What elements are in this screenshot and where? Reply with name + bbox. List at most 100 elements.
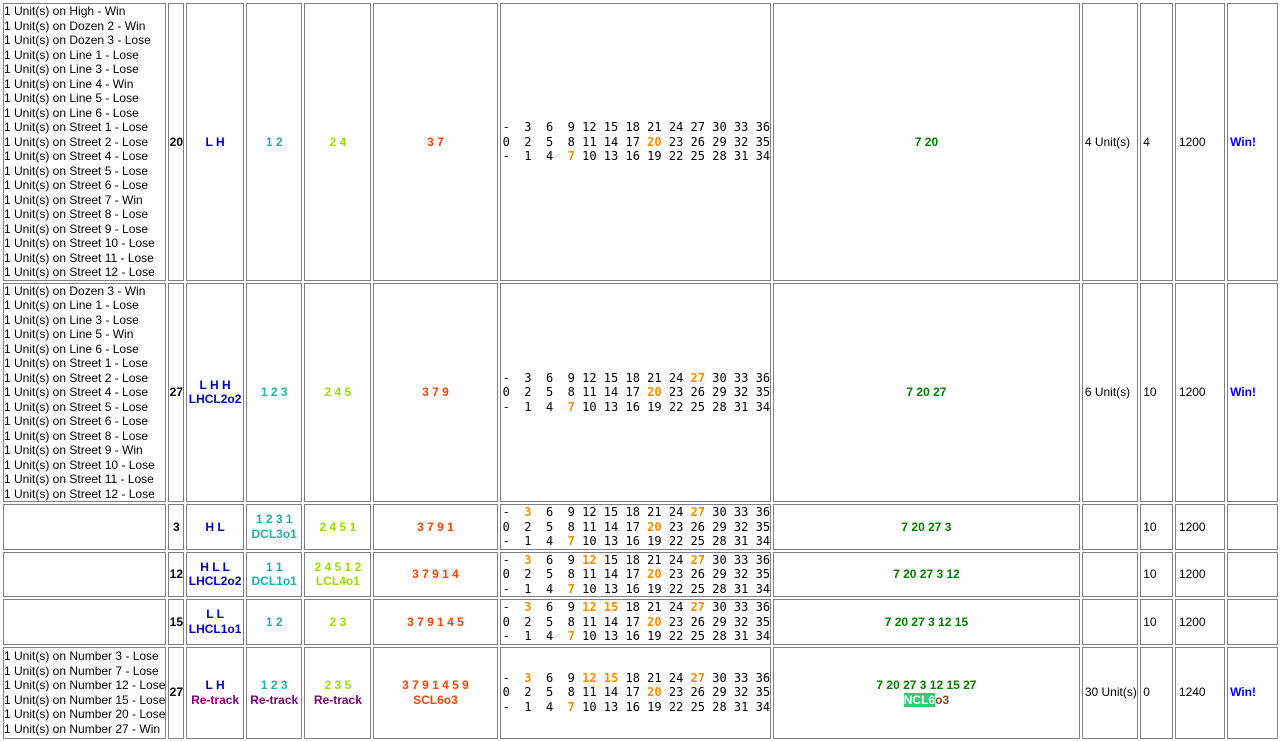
bet-line: 1 Unit(s) on Street 5 - Lose (4, 399, 149, 414)
high-low-value: L H H (199, 377, 231, 392)
grid-number: 3 (524, 370, 532, 385)
grid-number: 19 (647, 534, 662, 548)
dozen-pattern: DCL1o1 (251, 574, 297, 589)
bet-size-cell: 6 Unit(s) (1081, 282, 1139, 502)
grid-number: 30 (712, 120, 727, 134)
line-pattern: Re-track (313, 692, 362, 707)
grid-number: 17 (625, 685, 640, 700)
grid-number: 11 (582, 519, 597, 534)
grid-number: 9 (567, 670, 575, 685)
grid-number: 0 (502, 685, 510, 700)
grid-number: 35 (755, 519, 771, 534)
grid-number: - (502, 505, 510, 519)
pattern-rest: o3 (935, 692, 950, 707)
grid-number: 11 (582, 567, 597, 581)
units-cell: 4 (1140, 3, 1173, 281)
grid-number: 17 (625, 614, 640, 629)
dozen-value: 1 2 3 1 (255, 512, 293, 527)
bet-line: 1 Unit(s) on Street 2 - Lose (4, 134, 149, 149)
grid-number: 36 (755, 670, 771, 685)
grid-number: 32 (733, 134, 749, 149)
grid-number: 1 (524, 699, 532, 714)
bet-line: 1 Unit(s) on High - Win (4, 4, 126, 18)
history-value: 7 20 27 (906, 385, 947, 399)
grid-number: 15 (603, 120, 619, 134)
grid-number: 14 (603, 614, 619, 629)
grid-number: 8 (567, 614, 575, 629)
grid-number: 22 (668, 534, 684, 548)
grid-number: 9 (567, 552, 575, 567)
bet-size-cell (1081, 551, 1139, 597)
bet-line: 1 Unit(s) on Line 3 - Lose (4, 62, 139, 76)
grid-number: 18 (625, 552, 640, 567)
grid-number: 7 (567, 581, 575, 596)
bankroll-cell: 1200 (1174, 3, 1226, 281)
bets-cell (3, 551, 167, 597)
bet-line: 1 Unit(s) on Street 6 - Lose (4, 178, 149, 192)
line-value: 2 3 5 (324, 678, 352, 692)
grid-number: 31 (733, 699, 749, 714)
grid-number: 22 (668, 149, 684, 163)
number-grid-row: - 1 4 7 10 13 16 19 22 25 28 31 34 (503, 534, 770, 549)
grid-number: 10 (582, 149, 597, 163)
grid-number: 16 (625, 699, 640, 714)
grid-number: 7 (567, 399, 575, 414)
spin-number-cell: 27 (168, 282, 185, 502)
line-cell: 2 3 (304, 599, 372, 645)
grid-number: 26 (690, 614, 705, 629)
grid-number: 36 (755, 552, 771, 567)
line-value: 2 4 5 1 (319, 519, 357, 534)
spin-row: 1 Unit(s) on Number 3 - Lose 1 Unit(s) on… (3, 646, 1278, 739)
bankroll-value: 1200 (1178, 134, 1206, 149)
grid-number: - (502, 534, 510, 548)
dozen-value: 1 2 3 (260, 678, 288, 692)
bet-line: 1 Unit(s) on Dozen 3 - Lose (4, 33, 151, 47)
grid-number: 6 (545, 505, 554, 519)
grid-number: 24 (668, 552, 684, 567)
grid-number: 6 (545, 600, 554, 614)
spin-number: 27 (169, 385, 184, 399)
number-grid-row: 0 2 5 8 11 14 17 20 23 26 29 32 35 (503, 135, 770, 150)
grid-number: 16 (625, 149, 640, 163)
history-cell: 7 20 27 3 12 15 (773, 599, 1080, 645)
number-grid-row: 0 2 5 8 11 14 17 20 23 26 29 32 35 (503, 685, 770, 700)
high-low-value: L H (205, 134, 225, 149)
high-low-pattern: LHCL2o2 (188, 574, 242, 589)
bet-size: 30 Unit(s) (1084, 685, 1137, 700)
spin-number-cell: 27 (168, 646, 185, 739)
grid-number: 15 (603, 670, 619, 685)
grid-number: 22 (668, 699, 684, 714)
units-value: 10 (1143, 519, 1157, 534)
line-value: 2 4 5 1 2 (314, 559, 362, 574)
number-grid-row: - 3 6 9 12 15 18 21 24 27 30 33 36 (503, 600, 770, 615)
grid-number: 2 (524, 685, 532, 700)
grid-number: 32 (733, 385, 749, 399)
grid-number: 26 (690, 385, 705, 399)
high-low-pattern: LHCL2o2 (188, 392, 242, 407)
grid-number: 20 (647, 385, 662, 399)
grid-number: 35 (755, 614, 771, 629)
grid-number: 14 (603, 519, 619, 534)
street-cell: 3 7 9 1 4 5 (373, 599, 498, 645)
grid-number: 2 (524, 519, 532, 534)
number-grid-cell: - 3 6 9 12 15 18 21 24 27 30 33 36 0 2 5 … (499, 3, 772, 281)
grid-number: 19 (647, 149, 662, 163)
grid-number: 29 (712, 385, 727, 399)
bet-line: 1 Unit(s) on Street 1 - Lose (4, 356, 149, 370)
grid-number: 10 (582, 534, 597, 548)
grid-number: 3 (524, 670, 532, 685)
grid-number: 18 (625, 600, 640, 614)
grid-number: 32 (733, 519, 749, 534)
grid-number: 29 (712, 614, 727, 629)
grid-number: 29 (712, 685, 727, 700)
result-cell (1227, 551, 1278, 597)
grid-number: 26 (690, 685, 705, 700)
bet-line: 1 Unit(s) on Street 4 - Lose (4, 149, 149, 163)
grid-number: 23 (668, 385, 684, 399)
grid-number: 27 (690, 120, 705, 134)
grid-number: 21 (647, 670, 662, 685)
spin-row: 12 H L L LHCL2o2 1 1 DCL1o1 2 4 5 1 2 LCL4o1 3 … (3, 551, 1278, 597)
units-cell: 10 (1140, 504, 1173, 550)
line-value: 2 4 (329, 134, 347, 149)
